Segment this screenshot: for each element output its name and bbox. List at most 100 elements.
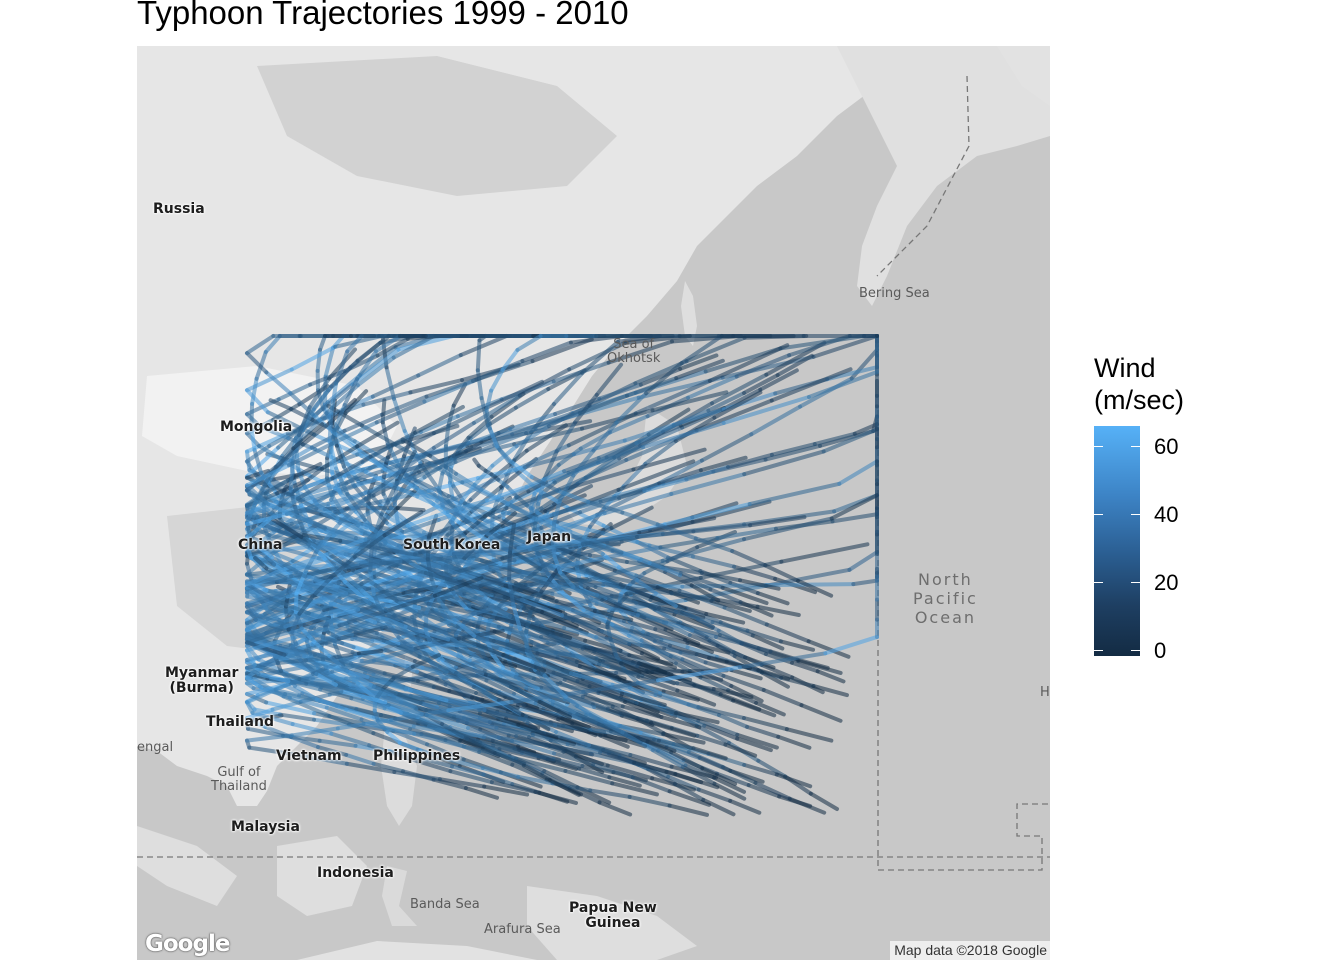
typhoon-track-segment	[823, 634, 879, 656]
map-canvas[interactable]	[137, 46, 1050, 960]
typhoon-track-segment	[288, 462, 323, 481]
typhoon-track-segment	[715, 526, 778, 540]
typhoon-track-segment	[245, 675, 264, 690]
typhoon-track-segment	[518, 627, 533, 656]
typhoon-track-segment	[390, 694, 419, 711]
map-panel[interactable]: Russia Mongolia China South Korea Japan …	[137, 46, 1050, 960]
legend-tick-60-left	[1094, 446, 1103, 447]
typhoon-track-segment	[595, 592, 639, 606]
typhoon-track-segment	[461, 637, 506, 658]
map-attribution[interactable]: Map data ©2018 Google	[890, 941, 1050, 960]
typhoon-track-segment	[691, 523, 753, 534]
typhoon-track-segment	[451, 546, 521, 556]
typhoon-track-segment	[357, 549, 403, 564]
typhoon-track-segment	[721, 673, 766, 692]
typhoon-track-segment	[507, 550, 513, 581]
typhoon-track-segment	[847, 550, 879, 572]
country-label-china: China	[238, 537, 283, 553]
typhoon-track-segment	[404, 686, 449, 703]
typhoon-track-segment	[524, 419, 593, 436]
typhoon-track-segment	[421, 441, 471, 459]
typhoon-track-segment	[463, 535, 483, 555]
typhoon-track-segment	[745, 628, 783, 644]
typhoon-track-segment	[655, 522, 698, 541]
typhoon-track-segment	[799, 703, 843, 723]
typhoon-track-segment	[446, 700, 514, 713]
typhoon-track-segment	[604, 545, 663, 560]
typhoon-track-segment	[609, 606, 640, 618]
typhoon-track-segment	[245, 463, 291, 488]
legend-tick-40-left	[1094, 514, 1103, 515]
typhoon-track-segment	[450, 521, 468, 540]
typhoon-track-segment	[451, 382, 468, 408]
typhoon-track-segment	[475, 338, 482, 373]
typhoon-track-segment	[264, 588, 314, 603]
typhoon-track-segment	[533, 667, 555, 691]
typhoon-track-segment	[290, 611, 302, 634]
typhoon-track-segment	[701, 797, 736, 817]
typhoon-track-segment	[314, 671, 338, 687]
typhoon-track-segment	[659, 715, 702, 730]
typhoon-track-segment	[481, 735, 517, 751]
typhoon-track-segment	[337, 609, 388, 628]
typhoon-track-segment	[458, 334, 509, 358]
typhoon-track-segment	[674, 358, 725, 381]
typhoon-track-segment	[297, 405, 312, 438]
typhoon-track-segment	[511, 602, 523, 632]
typhoon-track-segment	[532, 501, 541, 532]
typhoon-track-segment	[795, 657, 830, 670]
typhoon-track-segment	[600, 551, 621, 570]
typhoon-track-segment	[355, 355, 396, 388]
typhoon-track-segment	[758, 368, 799, 392]
typhoon-track-segment	[343, 389, 369, 416]
typhoon-track-segment	[667, 803, 709, 817]
typhoon-track-segment	[581, 678, 661, 694]
typhoon-track-segment	[371, 761, 406, 774]
typhoon-track-segment	[656, 665, 742, 683]
typhoon-track-segment	[370, 373, 421, 399]
typhoon-track-segment	[245, 412, 263, 429]
typhoon-track-segment	[514, 494, 530, 508]
typhoon-track-segment	[416, 353, 463, 378]
typhoon-track-segment	[694, 398, 774, 433]
typhoon-track-segment	[560, 691, 610, 711]
typhoon-track-segment	[598, 488, 647, 504]
typhoon-track-segment	[301, 532, 343, 543]
typhoon-track-segment	[562, 455, 601, 474]
typhoon-track-segment	[465, 726, 514, 743]
typhoon-track-segment	[546, 601, 594, 619]
typhoon-track-segment	[636, 674, 680, 693]
typhoon-track-segment	[329, 731, 372, 748]
typhoon-track-segment	[283, 576, 313, 591]
typhoon-track-segment	[539, 565, 561, 594]
typhoon-track-segment	[336, 468, 385, 487]
typhoon-track-segment	[680, 657, 726, 678]
typhoon-track-segment	[676, 621, 722, 638]
typhoon-track-segment	[608, 636, 618, 657]
typhoon-track-segment	[352, 533, 387, 559]
typhoon-track-segment	[754, 700, 786, 717]
typhoon-track-segment	[477, 711, 521, 727]
typhoon-track-segment	[522, 452, 576, 470]
typhoon-track-segment	[531, 516, 565, 534]
typhoon-track-segment	[540, 544, 578, 569]
typhoon-track-segment	[745, 724, 781, 739]
typhoon-track-segment	[419, 732, 462, 743]
sea-label-arafura-sea: Arafura Sea	[484, 922, 561, 937]
typhoon-track-segment	[787, 796, 827, 815]
typhoon-track-segment	[264, 700, 317, 716]
typhoon-track-segment	[636, 661, 668, 675]
country-label-russia: Russia	[153, 201, 205, 217]
typhoon-track-segment	[245, 604, 258, 622]
wind-legend: Wind (m/sec) 60 40 20 0	[1094, 352, 1184, 663]
typhoon-track-segment	[761, 687, 804, 708]
typhoon-track-segment	[708, 587, 743, 605]
typhoon-track-segment	[250, 376, 259, 406]
typhoon-track-segment	[331, 651, 361, 660]
sea-label-hi: HI	[1040, 685, 1050, 700]
typhoon-track-segment	[597, 382, 643, 401]
typhoon-track-segment	[718, 692, 762, 712]
typhoon-track-segment	[513, 386, 551, 410]
typhoon-track-segment	[712, 775, 747, 794]
google-logo[interactable]: Google	[145, 931, 230, 957]
